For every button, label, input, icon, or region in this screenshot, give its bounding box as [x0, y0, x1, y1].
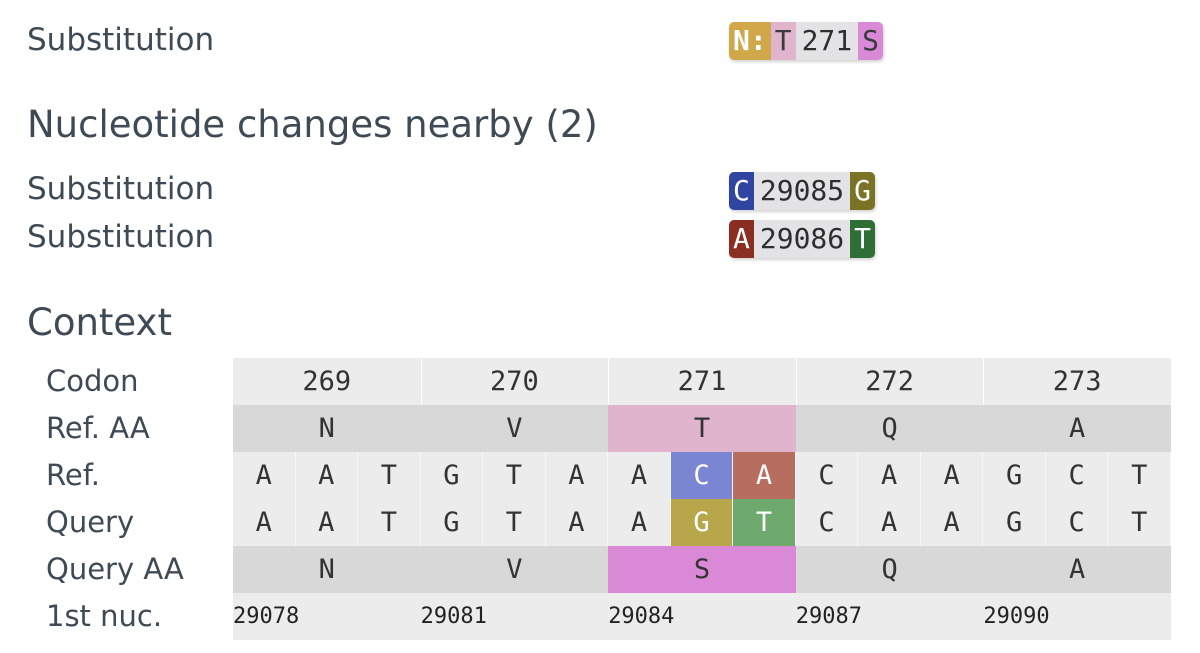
query-nuc-cell: G: [670, 499, 734, 546]
nearby-item-label: Substitution: [27, 171, 215, 207]
codon-number: 270: [490, 366, 539, 397]
query-nuc-cell: A: [608, 499, 671, 546]
ref-nuc-cell: A: [733, 452, 796, 499]
ref-aa-cell: N: [233, 405, 421, 452]
ref-nuc-cell: A: [546, 452, 609, 499]
codon-number: 272: [865, 366, 914, 397]
row-label-codon: Codon: [46, 364, 139, 398]
query-aa-cell: S: [608, 546, 796, 593]
context-heading: Context: [27, 301, 172, 344]
ref-nuc-cell: G: [421, 452, 484, 499]
query-nuc: T: [850, 220, 876, 258]
ref-aa-cell: V: [420, 405, 609, 452]
first-nuc-cell: 29084: [608, 604, 675, 629]
query-nuc-cell: T: [483, 499, 546, 546]
nearby-heading: Nucleotide changes nearby (2): [27, 103, 598, 146]
context-row-labels: Codon Ref. AA Ref. Query Query AA 1st nu…: [46, 358, 184, 640]
codon-divider: [420, 358, 422, 405]
ref-aa-cell: T: [608, 405, 796, 452]
ref-aa-cell: Q: [795, 405, 984, 452]
ref-nuc-cell: A: [608, 452, 671, 499]
query-aa-cell: Q: [795, 546, 984, 593]
query-nuc-cell: G: [983, 499, 1046, 546]
ref-nuc-cell: A: [233, 452, 296, 499]
query-nuc-cell: T: [358, 499, 421, 546]
query-aa-cell: A: [983, 546, 1171, 593]
ref-aa: T: [770, 22, 796, 60]
row-label-query-aa: Query AA: [46, 552, 184, 586]
ref-aa-cell: A: [983, 405, 1171, 452]
query-nuc-cell: A: [858, 499, 921, 546]
codon-divider: [795, 358, 797, 405]
nuc-substitution-badge[interactable]: C 29085 G: [729, 172, 876, 210]
row-label-first-nuc: 1st nuc.: [46, 599, 163, 633]
row-label-ref: Ref.: [46, 458, 101, 492]
row-label-ref-aa: Ref. AA: [46, 411, 150, 445]
ref-nuc-cell: A: [921, 452, 984, 499]
nuc-position: 29086: [753, 220, 851, 258]
query-nuc: G: [850, 172, 876, 210]
ref-nuc-cell: C: [1046, 452, 1109, 499]
query-nuc-cell: A: [296, 499, 359, 546]
query-nuc-cell: T: [733, 499, 796, 546]
codon-divider: [983, 358, 985, 405]
codon-number: 269: [302, 366, 352, 397]
ref-nuc-cell: T: [1108, 452, 1171, 499]
first-nuc-cell: 29081: [420, 604, 487, 629]
query-aa-cell: N: [233, 546, 421, 593]
ref-nuc-cell: C: [670, 452, 734, 499]
aa-substitution-badge[interactable]: N: T 271 S: [729, 22, 884, 60]
nuc-substitution-badge[interactable]: A 29086 T: [729, 220, 876, 258]
first-nuc-cell: 29087: [795, 604, 863, 629]
ref-nuc-cell: A: [858, 452, 921, 499]
query-nuc-cell: A: [921, 499, 984, 546]
ref-nuc-cell: T: [483, 452, 546, 499]
query-nuc-cell: C: [796, 499, 859, 546]
first-nuc-row: 29078 29081 29084 29087 29090: [233, 593, 1171, 640]
row-label-query: Query: [46, 505, 135, 539]
query-nuc-cell: A: [233, 499, 296, 546]
nearby-item-label: Substitution: [27, 219, 215, 255]
query-aa-cell: V: [420, 546, 609, 593]
ref-nuc: C: [729, 172, 754, 210]
query-nuc-cell: T: [1108, 499, 1171, 546]
codon-number: 271: [677, 366, 727, 397]
codon-number: 273: [1052, 366, 1102, 397]
nuc-position: 29085: [753, 172, 851, 210]
aa-substitution-label: Substitution: [27, 22, 215, 58]
query-nuc-cell: A: [546, 499, 609, 546]
first-nuc-cell: 29090: [983, 604, 1050, 629]
query-aa: S: [858, 22, 884, 60]
codon-row: 269 270 271 272 273: [233, 358, 1171, 405]
aa-position: 271: [795, 22, 859, 60]
ref-nuc-cell: G: [983, 452, 1046, 499]
first-nuc-cell: 29078: [233, 604, 300, 629]
gene-name: N:: [729, 22, 771, 60]
query-nuc-cell: C: [1046, 499, 1109, 546]
ref-nuc: A: [729, 220, 754, 258]
ref-nuc-cell: C: [796, 452, 859, 499]
ref-nuc-cell: A: [296, 452, 359, 499]
codon-divider: [608, 358, 610, 405]
ref-nuc-cell: T: [358, 452, 421, 499]
query-nuc-cell: G: [421, 499, 484, 546]
